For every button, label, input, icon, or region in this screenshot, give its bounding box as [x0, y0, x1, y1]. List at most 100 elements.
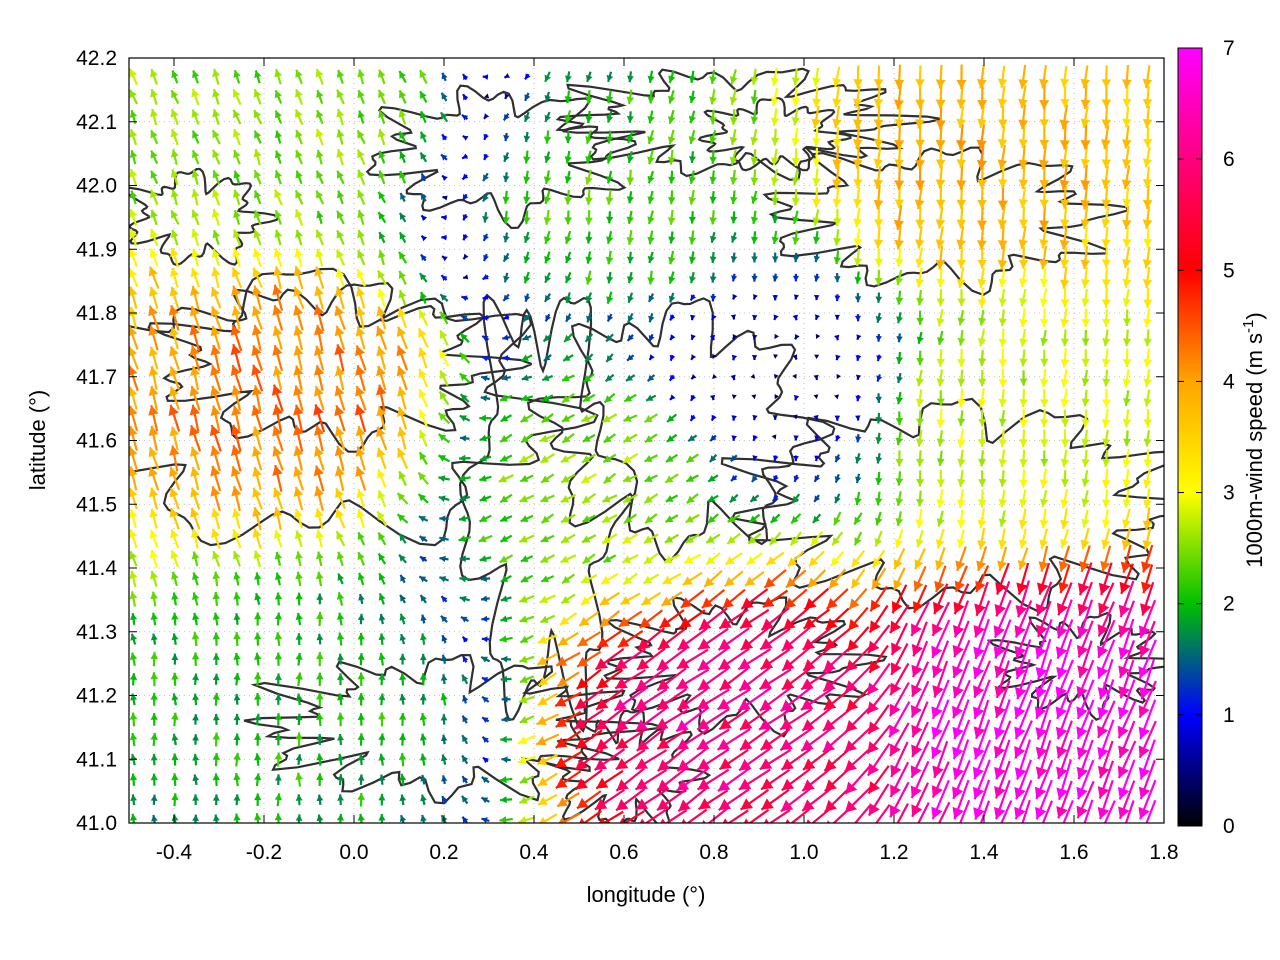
wind-arrow-head: [555, 717, 568, 728]
wind-arrow: [357, 672, 365, 687]
wind-arrow: [1118, 659, 1135, 699]
wind-arrow: [377, 489, 387, 508]
wind-arrow: [638, 609, 664, 629]
wind-arrow: [273, 189, 283, 206]
wind-arrow: [517, 734, 536, 745]
wind-arrow-head: [274, 229, 283, 238]
wind-arrow: [1040, 429, 1049, 448]
wind-arrow-head: [335, 286, 345, 297]
wind-arrow-head: [669, 374, 676, 381]
wind-arrow: [875, 412, 883, 424]
wind-arrow: [959, 799, 971, 823]
wind-arrow: [1035, 619, 1053, 660]
wind-arrow: [810, 531, 824, 547]
wind-arrow-head: [313, 465, 324, 477]
wind-arrow-head: [355, 446, 366, 457]
wind-arrow: [696, 748, 730, 771]
wind-arrow-head: [644, 475, 653, 482]
wind-arrow: [376, 306, 387, 330]
wind-arrow-head: [336, 632, 345, 640]
wind-arrow: [355, 446, 366, 471]
wind-arrow-head: [790, 536, 799, 546]
wind-arrow-head: [763, 818, 770, 823]
wind-arrow: [523, 251, 531, 264]
wind-arrow-head: [336, 774, 344, 781]
wind-arrow: [867, 783, 890, 817]
wind-arrow-head: [1097, 786, 1110, 799]
wind-arrow: [957, 348, 966, 367]
wind-arrow: [658, 609, 685, 629]
wind-arrow: [564, 170, 572, 184]
wind-arrow: [210, 286, 222, 309]
wind-arrow-head: [657, 678, 670, 691]
wind-arrow: [974, 581, 989, 617]
wind-arrow-head: [730, 374, 736, 381]
wind-arrow: [254, 713, 262, 726]
wind-arrow: [784, 588, 808, 610]
wind-arrow-head: [439, 391, 448, 400]
wind-arrow: [462, 234, 469, 241]
wind-arrow-head: [537, 635, 548, 645]
wind-arrow: [717, 627, 750, 651]
wind-arrow: [643, 413, 659, 424]
wind-arrow: [233, 209, 241, 225]
wind-arrow: [640, 591, 662, 606]
wind-arrow-head: [730, 216, 738, 224]
wind-arrow: [1081, 288, 1090, 307]
wind-arrow-head: [231, 267, 241, 278]
wind-arrow-head: [274, 551, 283, 560]
wind-arrow-head: [664, 535, 674, 543]
wind-arrow-head: [1077, 603, 1089, 616]
wind-arrow-head: [845, 781, 858, 794]
wind-arrow-head: [192, 774, 200, 782]
wind-arrow: [1097, 700, 1116, 739]
wind-arrow: [293, 424, 304, 452]
wind-arrow: [1143, 329, 1152, 347]
wind-arrow: [543, 354, 552, 362]
wind-arrow: [397, 406, 408, 430]
wind-arrow: [585, 270, 593, 285]
wind-arrow-head: [910, 765, 922, 778]
wind-arrow: [316, 692, 324, 707]
wind-arrow: [1055, 659, 1074, 700]
wind-arrow: [690, 334, 696, 341]
wind-arrow: [688, 251, 697, 264]
wind-arrow-head: [626, 177, 635, 185]
wind-arrow: [1122, 309, 1132, 327]
wind-arrow: [419, 673, 427, 686]
wind-arrow: [562, 354, 574, 362]
wind-arrow: [148, 305, 160, 331]
wind-arrow-head: [1097, 666, 1109, 679]
wind-arrow-head: [806, 819, 812, 823]
wind-arrow-head: [500, 535, 509, 542]
wind-arrow-head: [911, 643, 924, 657]
wind-arrow-head: [293, 446, 304, 457]
wind-arrow: [956, 428, 966, 448]
wind-arrow-head: [894, 239, 905, 250]
wind-arrow: [148, 266, 160, 290]
wind-arrow: [565, 292, 572, 304]
wind-arrow: [834, 394, 839, 400]
wind-arrow-head: [130, 794, 138, 801]
wind-arrow-head: [915, 378, 924, 387]
wind-arrow-head: [273, 507, 283, 517]
wind-arrow-head: [994, 603, 1006, 617]
wind-arrow-head: [462, 695, 469, 702]
wind-arrow-head: [1102, 318, 1111, 327]
wind-arrow: [874, 206, 884, 228]
wind-arrow: [856, 334, 862, 341]
wind-arrow-head: [130, 633, 138, 641]
wind-arrow-head: [915, 398, 925, 407]
wind-arrow: [544, 272, 551, 284]
wind-arrow: [793, 294, 800, 300]
wind-arrow: [792, 414, 798, 420]
wind-arrow: [420, 291, 427, 304]
wind-arrow: [461, 816, 469, 823]
wind-arrow: [1140, 581, 1155, 616]
wind-arrow: [1060, 409, 1070, 427]
wind-arrow-head: [579, 616, 590, 626]
wind-arrow-head: [271, 384, 283, 396]
wind-arrow-head: [438, 412, 447, 421]
wind-arrow-head: [773, 354, 778, 359]
wind-arrow: [1018, 206, 1029, 229]
